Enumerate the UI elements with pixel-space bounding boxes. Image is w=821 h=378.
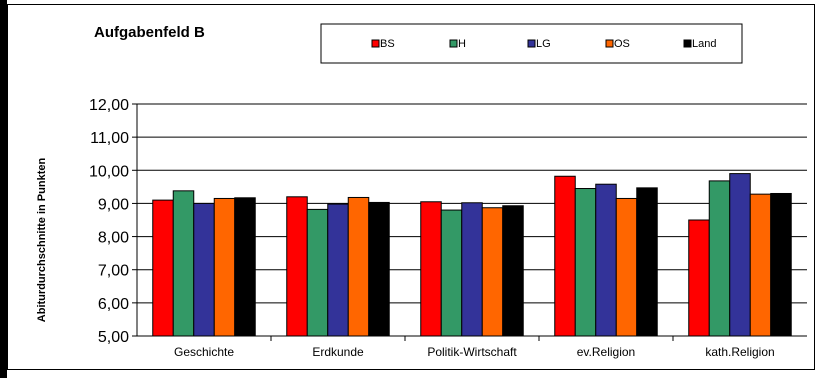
chart-title: Aufgabenfeld B	[94, 24, 205, 41]
bar-bs	[554, 175, 576, 337]
bar-land	[770, 192, 792, 337]
y-tick-label: 9,00	[98, 196, 129, 213]
legend-label-lg: LG	[536, 38, 551, 50]
y-tick-label: 11,00	[90, 130, 129, 147]
bar-h	[172, 190, 195, 337]
bar-land	[636, 187, 658, 337]
bar-lg	[327, 203, 349, 337]
bar-bs	[420, 201, 442, 337]
legend-label-h: H	[458, 38, 466, 50]
bar-lg	[595, 183, 617, 337]
y-tick-label: 7,00	[98, 263, 129, 280]
bar-h	[306, 208, 329, 337]
bar-bs	[152, 199, 174, 337]
bar-os	[749, 193, 772, 337]
y-tick-label: 5,00	[98, 329, 129, 346]
x-tick-label: ev.Religion	[577, 345, 635, 359]
x-tick-label: kath.Religion	[705, 345, 774, 359]
bar-land	[368, 201, 390, 337]
y-tick-label: 10,00	[89, 163, 129, 180]
bar-lg	[729, 173, 751, 337]
legend-swatch-land	[683, 39, 692, 48]
bar-bs	[286, 196, 308, 337]
bar-h	[708, 180, 731, 337]
bar-lg	[193, 202, 215, 337]
bar-bs	[688, 219, 710, 337]
x-tick-label: Politik-Wirtschaft	[427, 345, 517, 359]
x-tick-label: Erdkunde	[312, 345, 364, 359]
legend-swatch-lg	[527, 39, 536, 48]
plot-area: 5,00 6,00 7,00 8,00 9,00 10,00 11,00 12,00 Gesch…	[89, 97, 807, 359]
bar-h	[440, 209, 463, 337]
chart-frame	[7, 4, 815, 370]
y-tick-label: 12,00	[89, 97, 129, 114]
bar-land	[502, 205, 524, 337]
bar-lg	[461, 202, 483, 337]
bar-os	[213, 197, 236, 337]
bar-h	[574, 188, 597, 337]
y-tick-label: 6,00	[98, 296, 129, 313]
legend-label-bs: BS	[380, 38, 395, 50]
legend-swatch-os	[605, 39, 614, 48]
y-axis-label: Abiturdurchschnitte in Punkten	[36, 158, 48, 323]
legend-label-os: OS	[614, 38, 630, 50]
bar-land	[234, 197, 256, 337]
legend: BS H LG OS Land	[371, 38, 716, 50]
legend-swatch-h	[449, 39, 458, 48]
legend-swatch-bs	[371, 39, 380, 48]
bar-os	[481, 207, 504, 337]
bar-os	[615, 197, 638, 337]
x-tick-label: Geschichte	[174, 345, 234, 359]
legend-label-land: Land	[692, 38, 716, 50]
y-tick-label: 8,00	[98, 230, 129, 247]
bar-os	[347, 196, 370, 337]
left-edge-strip	[0, 0, 7, 378]
